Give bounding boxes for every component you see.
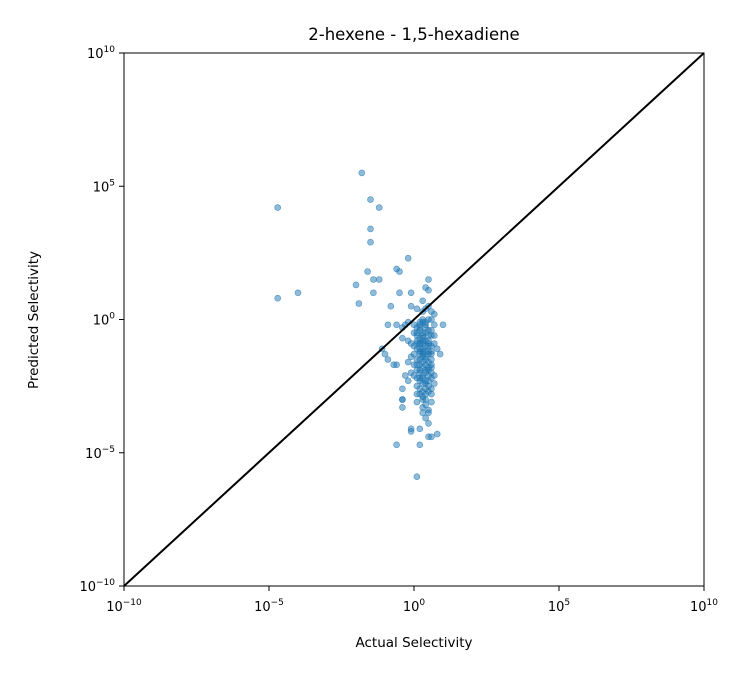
- data-point: [387, 302, 395, 310]
- points-layer: [274, 169, 447, 481]
- data-point: [370, 289, 377, 297]
- data-point: [428, 332, 435, 339]
- data-point: [358, 169, 366, 177]
- x-axis-label: Actual Selectivity: [355, 635, 472, 651]
- y-tick-label: 100: [93, 312, 116, 329]
- chart-title: 2-hexene - 1,5-hexadiene: [308, 25, 519, 44]
- y-tick-label: 105: [93, 178, 115, 195]
- data-point: [367, 238, 374, 246]
- y-tick-label: 1010: [87, 45, 115, 62]
- data-point: [425, 420, 432, 427]
- data-point: [375, 204, 383, 211]
- y-tick-label: 10−5: [85, 445, 115, 462]
- data-point: [355, 300, 363, 307]
- data-point: [428, 374, 435, 382]
- data-point: [407, 425, 415, 433]
- data-point: [370, 276, 377, 283]
- data-point: [413, 374, 421, 382]
- data-point: [422, 414, 429, 422]
- data-point: [401, 372, 409, 379]
- data-point: [425, 388, 432, 395]
- data-point: [381, 350, 389, 358]
- data-point: [419, 297, 427, 305]
- data-point: [410, 350, 418, 358]
- data-point: [425, 409, 432, 417]
- data-point: [413, 329, 421, 337]
- x-tick-label: 1010: [690, 598, 718, 615]
- data-point: [425, 276, 432, 283]
- x-tick-label: 100: [403, 598, 426, 615]
- data-point: [399, 396, 406, 403]
- data-point: [404, 377, 412, 385]
- data-point: [393, 441, 400, 449]
- data-point: [413, 473, 421, 481]
- data-point: [422, 369, 429, 377]
- data-point: [393, 321, 400, 329]
- data-point: [425, 364, 432, 371]
- data-point: [352, 281, 360, 289]
- data-point: [407, 289, 415, 297]
- data-point: [419, 388, 427, 395]
- data-point: [428, 433, 435, 441]
- data-point: [433, 430, 441, 438]
- data-point: [428, 356, 435, 363]
- data-point: [430, 380, 438, 387]
- data-point: [422, 348, 429, 355]
- data-point: [384, 321, 392, 329]
- data-point: [274, 294, 282, 302]
- data-point: [430, 321, 438, 329]
- data-point: [433, 345, 441, 353]
- data-point: [404, 254, 412, 262]
- data-point: [428, 398, 435, 406]
- data-point: [430, 310, 438, 318]
- data-point: [422, 324, 429, 331]
- data-point: [367, 196, 374, 203]
- data-point: [404, 358, 412, 366]
- data-point: [439, 321, 447, 329]
- data-point: [367, 225, 374, 233]
- x-tick-label: 10−10: [106, 598, 142, 615]
- data-point: [413, 398, 421, 406]
- data-point: [419, 380, 427, 387]
- data-point: [425, 286, 432, 294]
- x-tick-label: 10−5: [254, 598, 284, 615]
- data-point: [396, 268, 403, 275]
- data-point: [399, 385, 406, 393]
- data-point: [413, 305, 421, 313]
- data-point: [416, 348, 424, 355]
- data-point: [425, 316, 432, 323]
- data-point: [294, 289, 302, 297]
- data-point: [425, 340, 432, 347]
- data-point: [407, 302, 415, 310]
- data-point: [428, 348, 435, 355]
- y-tick-label: 10−10: [79, 578, 115, 595]
- data-point: [436, 350, 444, 358]
- data-point: [416, 425, 424, 433]
- data-point: [399, 404, 406, 411]
- data-point: [375, 276, 383, 283]
- data-point: [422, 396, 429, 403]
- data-point: [393, 361, 400, 369]
- data-point: [416, 321, 424, 329]
- data-point: [416, 441, 424, 449]
- data-point: [384, 356, 392, 363]
- data-point: [413, 366, 421, 374]
- data-point: [396, 289, 403, 297]
- data-point: [364, 268, 371, 275]
- x-axis: 10−10 10−5 100 105 1010: [106, 586, 718, 615]
- data-point: [419, 337, 427, 345]
- data-point: [399, 334, 406, 342]
- identity-line: [123, 52, 705, 587]
- data-point: [274, 204, 282, 211]
- y-axis-label: Predicted Selectivity: [26, 251, 42, 389]
- x-tick-label: 105: [548, 598, 570, 615]
- y-axis: 10−10 10−5 100 105 1010: [79, 45, 124, 595]
